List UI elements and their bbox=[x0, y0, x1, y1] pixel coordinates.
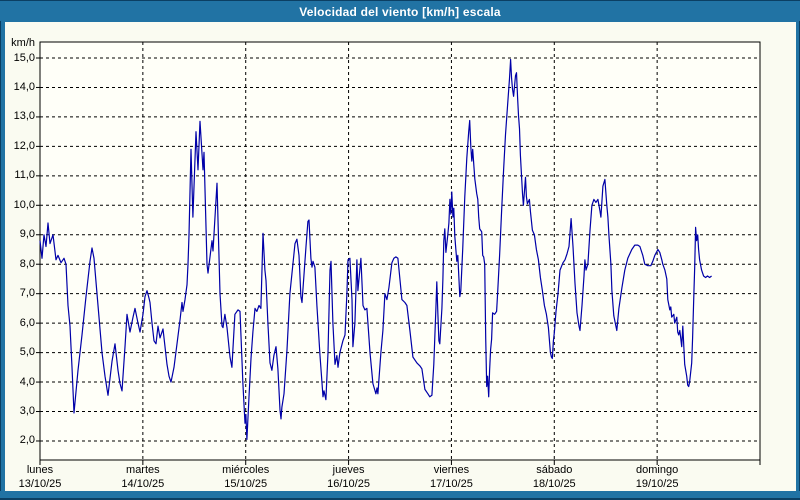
y-axis-unit-label: km/h bbox=[11, 37, 35, 49]
y-tick-label: 14,0 bbox=[13, 80, 35, 93]
window-left-accent bbox=[0, 21, 5, 493]
y-tick-label: 6,0 bbox=[19, 316, 35, 329]
x-date-label: 15/10/25 bbox=[224, 478, 268, 490]
x-day-label: viernes bbox=[433, 464, 470, 476]
window-bottom-accent bbox=[0, 491, 800, 500]
x-day-label: martes bbox=[126, 464, 160, 476]
title-bar: Velocidad del viento [km/h] escala bbox=[0, 0, 800, 22]
y-tick-label: 7,0 bbox=[19, 287, 35, 300]
x-date-label: 13/10/25 bbox=[18, 478, 62, 490]
plot-border bbox=[39, 41, 761, 461]
y-tick-label: 15,0 bbox=[13, 51, 35, 64]
y-tick-label: 11,0 bbox=[14, 169, 35, 182]
y-tick-label: 3,0 bbox=[19, 405, 35, 418]
window-right-accent bbox=[796, 21, 800, 493]
x-day-label: domingo bbox=[636, 464, 679, 476]
wind-speed-line bbox=[39, 58, 712, 441]
y-tick-label: 10,0 bbox=[13, 198, 35, 211]
y-tick-label: 13,0 bbox=[13, 110, 35, 123]
y-tick-label: 12,0 bbox=[13, 139, 35, 152]
y-tick-label: 8,0 bbox=[19, 257, 35, 270]
plot-area bbox=[40, 42, 760, 460]
x-date-label: 17/10/25 bbox=[430, 478, 473, 490]
x-day-label: miércoles bbox=[222, 464, 270, 476]
y-tick-label: 2,0 bbox=[19, 434, 35, 447]
y-tick-label: 4,0 bbox=[19, 375, 35, 388]
x-date-label: 18/10/25 bbox=[532, 478, 576, 490]
y-tick-label: 5,0 bbox=[19, 346, 35, 359]
page-title: Velocidad del viento [km/h] escala bbox=[299, 4, 501, 19]
y-tick-label: 9,0 bbox=[19, 228, 35, 241]
x-day-label: jueves bbox=[332, 464, 365, 476]
x-date-label: 19/10/25 bbox=[635, 478, 679, 490]
x-day-label: sábado bbox=[536, 464, 573, 476]
x-date-label: 16/10/25 bbox=[327, 478, 370, 490]
x-date-label: 14/10/25 bbox=[121, 478, 165, 490]
x-day-label: lunes bbox=[26, 464, 54, 476]
